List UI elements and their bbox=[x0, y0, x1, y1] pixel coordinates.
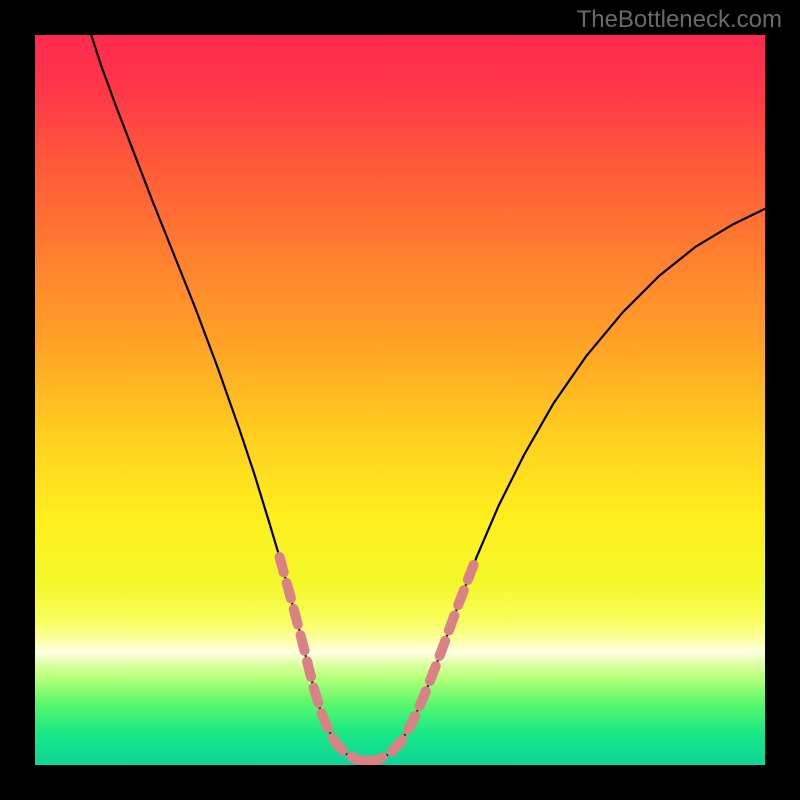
watermark: TheBottleneck.com bbox=[577, 6, 782, 34]
plot-area bbox=[35, 35, 765, 765]
bottleneck-curve bbox=[91, 35, 765, 761]
highlight-right-branch bbox=[367, 557, 477, 761]
curve-overlay bbox=[35, 35, 765, 765]
highlight-left-branch bbox=[280, 557, 368, 761]
